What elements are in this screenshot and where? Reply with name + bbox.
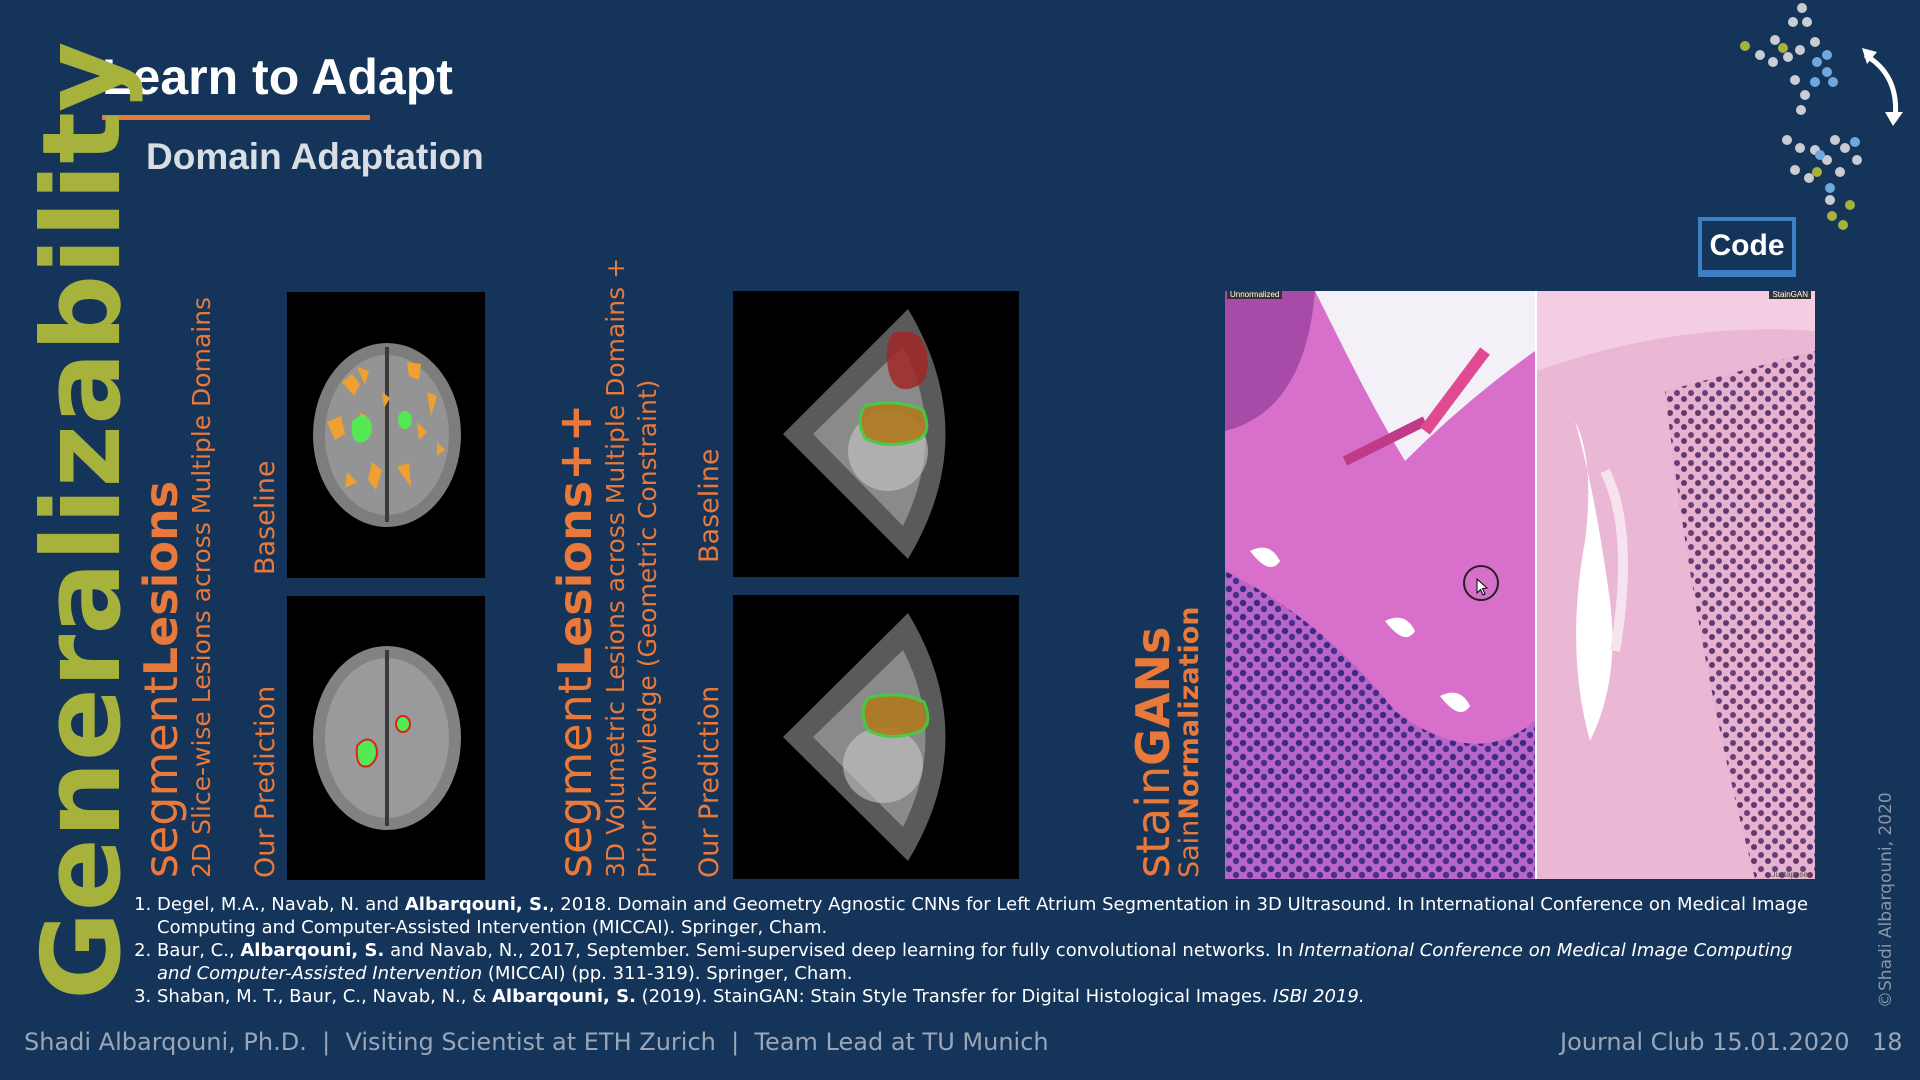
juxtapose-watermark: Juxtapose: [1771, 870, 1808, 879]
segment-lesions-pp-description-line2: Prior Knowledge (Geometric Constraint): [633, 379, 662, 878]
stain-normalization-description: SainNormalization: [1174, 606, 1205, 878]
brain-baseline-image: [287, 292, 485, 578]
ref-author: Albarqouni, S.: [240, 940, 385, 961]
segment-lesions-heading: segmentLesions: [134, 481, 188, 878]
heading-bold: Lesions: [134, 480, 188, 677]
references-list: Degel, M.A., Navab, N. and Albarqouni, S…: [130, 893, 1830, 1008]
slide-subtitle: Domain Adaptation: [146, 136, 484, 177]
ref-text: (MICCAI) (pp. 311-319). Springer, Cham.: [482, 963, 853, 984]
segment-lesions-pp-heading: segmentLesions++: [548, 404, 602, 878]
ref-text: Baur, C.,: [157, 940, 241, 961]
page-number: 18: [1872, 1028, 1903, 1056]
reference-3: Shaban, M. T., Baur, C., Navab, N., & Al…: [157, 985, 1830, 1008]
copyright-notice: ©Shadi Albarqouni, 2020: [1876, 792, 1896, 1008]
ref-author: Albarqouni, S.: [491, 986, 636, 1007]
heading-prefix: segment: [134, 676, 188, 878]
heading-bold: GANs: [1126, 626, 1180, 766]
unnormalized-tag: Unnormalized: [1227, 291, 1283, 299]
footer-presenter: Shadi Albarqouni, Ph.D. | Visiting Scien…: [24, 1028, 1049, 1056]
side-title-generalizability: Generalizability: [20, 41, 145, 1000]
ref-text: , 2018. Domain and Geometry Agnostic CNN…: [157, 894, 1809, 938]
mouse-cursor-icon: [1463, 565, 1499, 601]
baseline-label-1: Baseline: [250, 460, 281, 575]
ref-text: Shaban, M. T., Baur, C., Navab, N., &: [157, 986, 492, 1007]
description-prefix: Sain: [1174, 819, 1205, 878]
ultrasound-prediction-image: [733, 595, 1019, 879]
ref-author: Albarqouni, S.: [404, 894, 549, 915]
ref-text: Degel, M.A., Navab, N. and: [157, 894, 405, 915]
reference-1: Degel, M.A., Navab, N. and Albarqouni, S…: [157, 893, 1830, 939]
heading-bold: Lesions++: [548, 403, 602, 677]
our-prediction-label-1: Our Prediction: [250, 685, 281, 878]
ref-venue: International Conference on Medical Imag…: [157, 940, 1793, 984]
brain-prediction-image: [287, 596, 485, 880]
reference-2: Baur, C., Albarqouni, S. and Navab, N., …: [157, 939, 1830, 985]
stain-gans-heading: stainGANs: [1126, 627, 1180, 878]
heading-prefix: segment: [548, 676, 602, 878]
slide-title: Learn to Adapt: [102, 49, 453, 105]
dots-network-logo: [1740, 3, 1903, 230]
code-button[interactable]: Code: [1698, 217, 1796, 277]
segment-lesions-pp-description-line1: 3D Volumetric Lesions across Multiple Do…: [601, 257, 630, 878]
segment-lesions-description: 2D Slice-wise Lesions across Multiple Do…: [187, 296, 216, 878]
heading-prefix: stain: [1126, 765, 1180, 878]
ref-venue: ISBI 2019.: [1272, 986, 1365, 1007]
title-underline: [102, 115, 370, 120]
footer-event: Journal Club 15.01.2020: [1560, 1028, 1850, 1056]
ref-text: and Navab, N., 2017, September. Semi-sup…: [384, 940, 1299, 961]
histology-compare-slider[interactable]: Unnormalized StainGAN Juxtapose: [1225, 291, 1815, 879]
ref-text: (2019). StainGAN: Stain Style Transfer f…: [635, 986, 1273, 1007]
ultrasound-baseline-image: [733, 291, 1019, 577]
our-prediction-label-2: Our Prediction: [694, 685, 725, 878]
staingan-tag: StainGAN: [1769, 291, 1811, 299]
description-bold: Normalization: [1174, 606, 1205, 820]
baseline-label-2: Baseline: [694, 448, 725, 563]
